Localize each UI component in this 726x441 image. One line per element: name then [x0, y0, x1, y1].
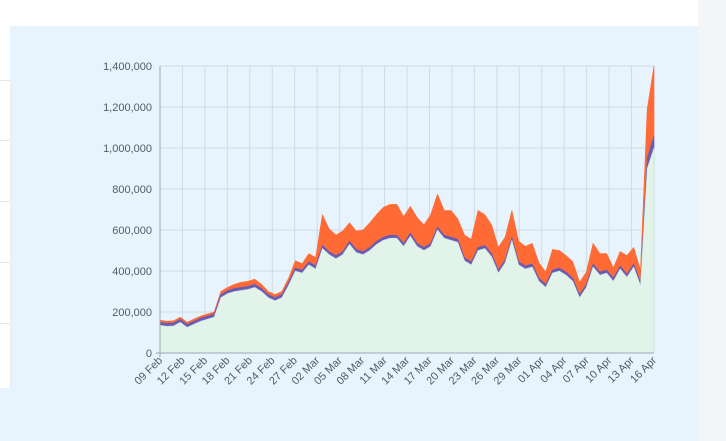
y-tick-label: 0 [146, 348, 152, 360]
y-tick-label: 400,000 [112, 266, 152, 278]
panel-footer [0, 388, 698, 441]
scroll-gutter [698, 0, 726, 441]
rail-divider [0, 80, 10, 81]
y-tick-label: 600,000 [112, 225, 152, 237]
y-tick-label: 200,000 [112, 307, 152, 319]
y-axis-tick-labels: 0 200,000 400,000 600,000 800,000 1,000,000 1,… [103, 61, 152, 360]
rail-divider [0, 323, 10, 324]
x-tick-label: 16 Apr [628, 354, 659, 385]
axes [156, 66, 654, 357]
rail-divider [0, 140, 10, 141]
y-tick-label: 1,000,000 [103, 143, 152, 155]
y-tick-label: 800,000 [112, 184, 152, 196]
y-tick-label: 1,200,000 [103, 102, 152, 114]
left-rail [0, 80, 11, 388]
rail-divider [0, 262, 10, 263]
rail-divider [0, 201, 10, 202]
y-tick-label: 1,400,000 [103, 61, 152, 73]
